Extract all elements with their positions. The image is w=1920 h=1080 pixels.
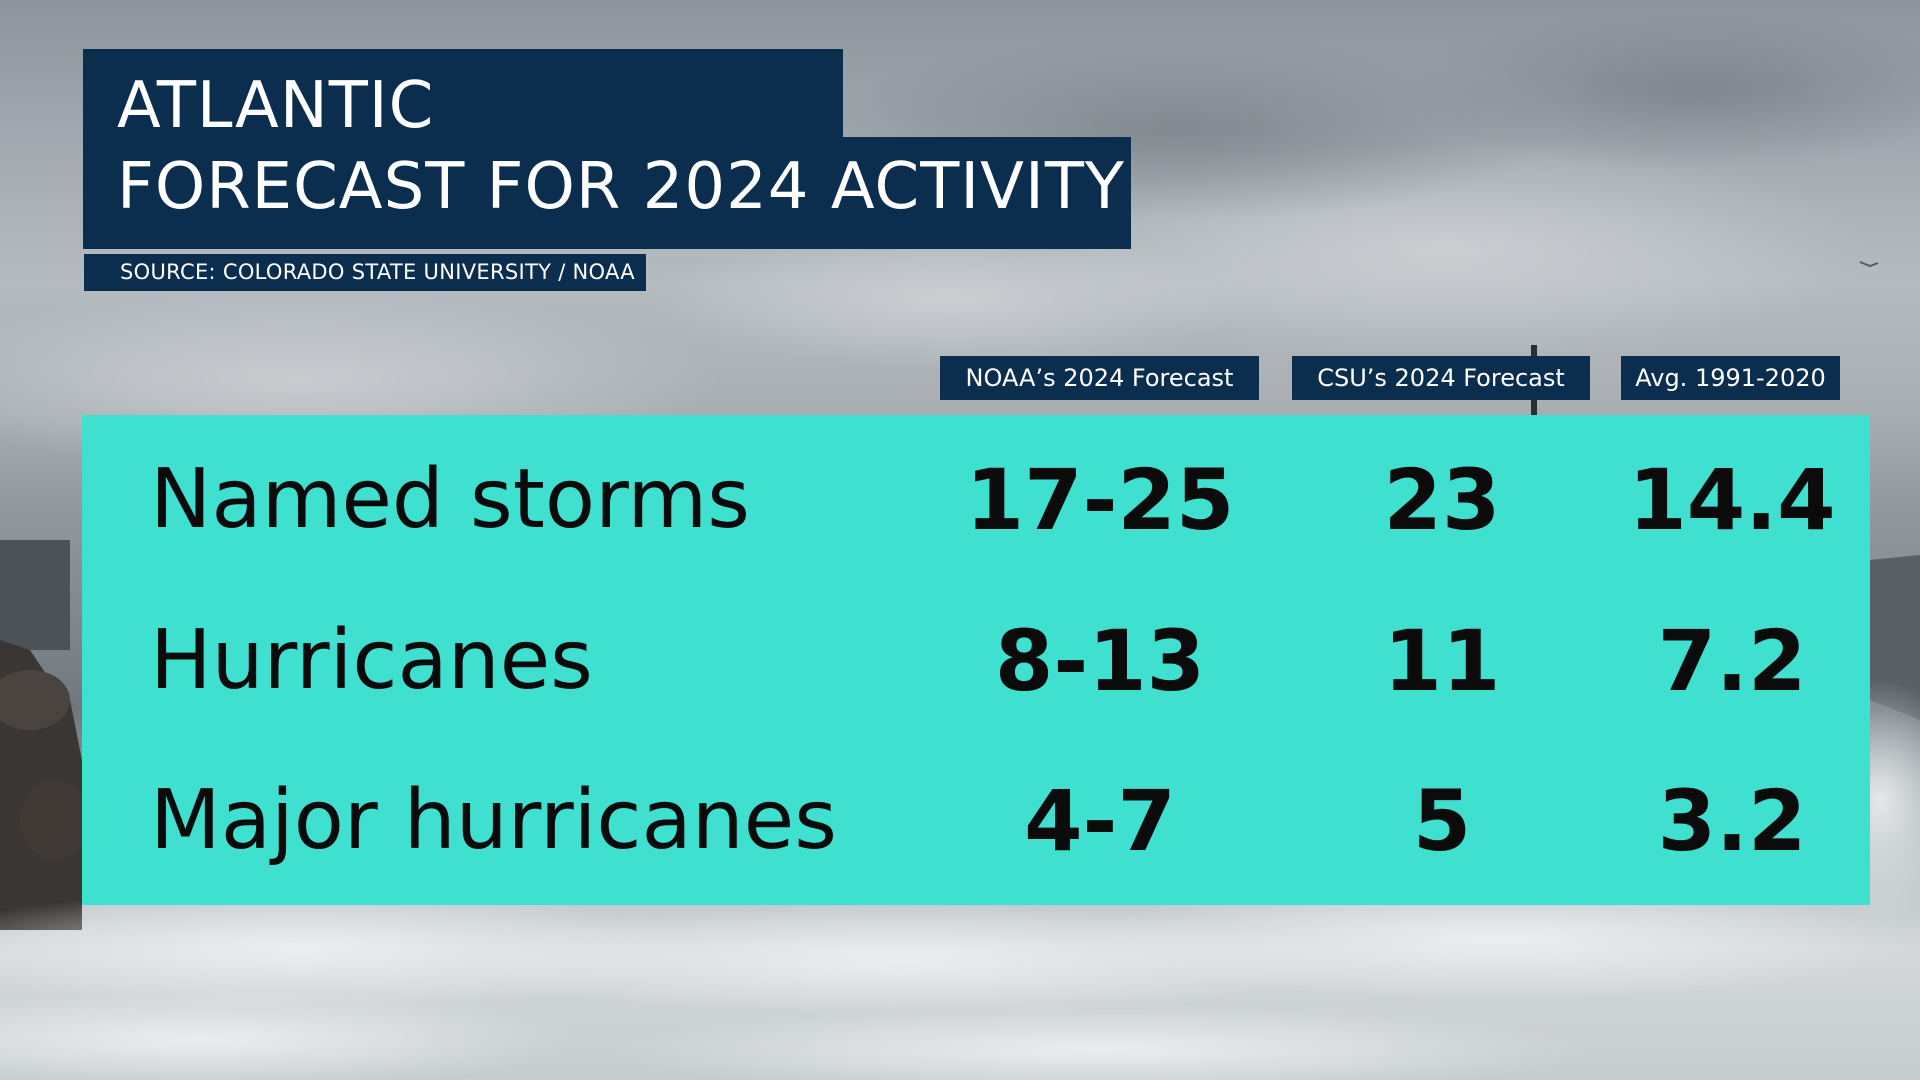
column-header-noaa: NOAA’s 2024 Forecast: [940, 356, 1259, 400]
cell-hurricanes-noaa: 8-13: [994, 612, 1206, 710]
cell-hurricanes-csu: 11: [1383, 612, 1501, 710]
row-label-hurricanes: Hurricanes: [150, 613, 593, 708]
cell-named-storms-average: 14.4: [1628, 451, 1836, 549]
cell-major-hurricanes-csu: 5: [1412, 772, 1472, 870]
cell-hurricanes-average: 7.2: [1657, 612, 1807, 710]
row-label-named-storms: Named storms: [150, 452, 750, 547]
forecast-table: Named storms 17-25 23 14.4 Hurricanes 8-…: [82, 415, 1870, 905]
column-header-csu: CSU’s 2024 Forecast: [1292, 356, 1590, 400]
column-header-average: Avg. 1991-2020: [1621, 356, 1840, 400]
cell-major-hurricanes-average: 3.2: [1657, 772, 1807, 870]
cell-major-hurricanes-noaa: 4-7: [1024, 772, 1176, 870]
cell-named-storms-noaa: 17-25: [965, 451, 1235, 549]
cell-named-storms-csu: 23: [1383, 451, 1501, 549]
source-label: SOURCE: COLORADO STATE UNIVERSITY / NOAA: [84, 254, 646, 291]
title-line-1: ATLANTIC HURRICANE: [83, 49, 843, 217]
row-label-major-hurricanes: Major hurricanes: [150, 773, 837, 868]
title-line-2: FORECAST FOR 2024 ACTIVITY: [83, 137, 1131, 249]
